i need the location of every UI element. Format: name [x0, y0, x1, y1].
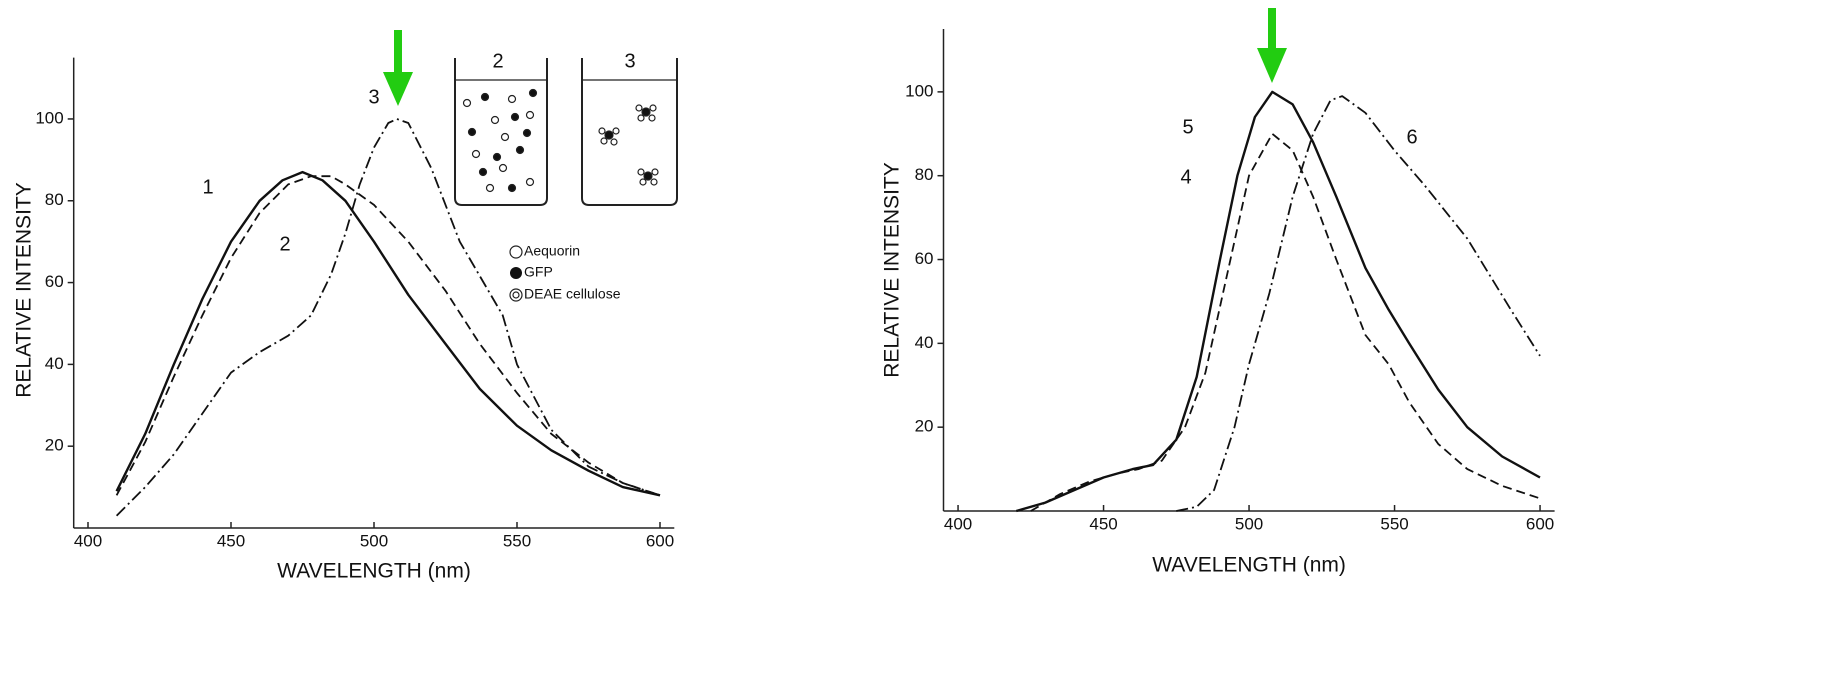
x-tick-label: 550 — [1380, 514, 1408, 533]
legend-icon — [512, 291, 520, 299]
y-axis-title: RELATIVE INTENSITY — [13, 182, 36, 398]
beaker — [581, 58, 678, 206]
y-tick-label: 60 — [45, 272, 64, 291]
y-tick-label: 100 — [905, 81, 933, 100]
curve-label: 6 — [1406, 126, 1417, 148]
y-tick-label: 40 — [45, 354, 64, 373]
particle — [522, 128, 532, 138]
x-tick-label: 500 — [360, 531, 388, 550]
particle — [485, 183, 495, 193]
green-arrow — [383, 30, 413, 106]
series-line — [115, 175, 661, 497]
cluster — [635, 104, 657, 122]
particle — [525, 110, 535, 120]
beaker-particles — [462, 88, 659, 193]
green-arrow — [1257, 8, 1287, 83]
particle — [492, 152, 502, 162]
particle — [507, 183, 517, 193]
y-tick-label: 20 — [915, 417, 934, 436]
legend-label: GFP — [524, 264, 553, 280]
particle — [500, 132, 510, 142]
legend-icon — [510, 267, 522, 279]
beaker — [454, 58, 548, 206]
x-tick-label: 600 — [646, 531, 674, 550]
cluster — [637, 168, 659, 186]
x-axis-title: WAVELENGTH (nm) — [1152, 554, 1346, 577]
y-tick-label: 80 — [45, 190, 64, 209]
particle — [467, 127, 477, 137]
curve-label: 3 — [368, 86, 379, 108]
particle — [490, 115, 500, 125]
particle — [480, 92, 490, 102]
y-tick-label: 60 — [915, 249, 934, 268]
legend-icon — [509, 245, 523, 259]
beaker-label: 3 — [624, 50, 635, 72]
particle — [471, 149, 481, 159]
particle — [528, 88, 538, 98]
y-tick-label: 40 — [915, 333, 934, 352]
beaker-label: 2 — [492, 50, 503, 72]
legend-label: Aequorin — [524, 243, 580, 259]
legend-icon — [509, 288, 523, 302]
particle — [525, 177, 535, 187]
particle — [510, 112, 520, 122]
y-tick-label: 20 — [45, 436, 64, 455]
x-tick-label: 550 — [503, 531, 531, 550]
y-tick-label: 80 — [915, 165, 934, 184]
curve-label: 5 — [1182, 116, 1193, 138]
x-tick-label: 450 — [217, 531, 245, 550]
x-tick-label: 500 — [1235, 514, 1263, 533]
inset — [454, 58, 678, 206]
x-tick-label: 400 — [74, 531, 102, 550]
y-axis-title: RELATIVE INTENSITY — [881, 162, 904, 378]
cluster — [598, 127, 620, 146]
particle — [498, 163, 508, 173]
x-tick-label: 450 — [1089, 514, 1117, 533]
x-tick-label: 600 — [1526, 514, 1554, 533]
particle — [515, 145, 525, 155]
x-axis-title: WAVELENGTH (nm) — [277, 560, 471, 583]
curve-label: 4 — [1180, 166, 1191, 188]
particle — [507, 94, 517, 104]
curve-label: 1 — [202, 176, 213, 198]
series-line — [1176, 95, 1541, 512]
y-tick-label: 100 — [35, 108, 63, 127]
series-line — [1030, 132, 1541, 512]
curve-label: 2 — [279, 233, 290, 255]
particle — [462, 98, 472, 108]
series-line — [1015, 90, 1541, 513]
series-line — [115, 118, 661, 517]
series-line — [115, 170, 661, 497]
legend-label: DEAE cellulose — [524, 286, 621, 302]
particle — [478, 167, 488, 177]
x-tick-label: 400 — [944, 514, 972, 533]
